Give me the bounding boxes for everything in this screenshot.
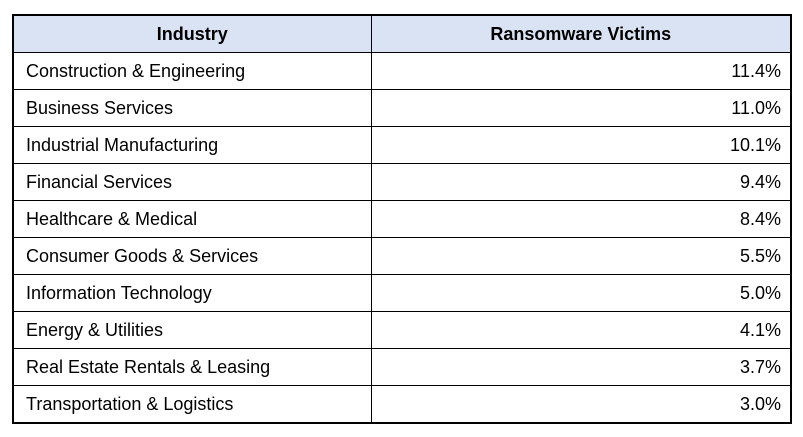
table-row: Transportation & Logistics 3.0%	[12, 385, 792, 424]
victims-percentage-cell: 3.0%	[370, 385, 792, 424]
victims-percentage-cell: 5.0%	[370, 274, 792, 312]
table-row: Financial Services 9.4%	[12, 163, 792, 201]
table-row: Industrial Manufacturing 10.1%	[12, 126, 792, 164]
industry-cell: Real Estate Rentals & Leasing	[12, 348, 372, 386]
table-row: Business Services 11.0%	[12, 89, 792, 127]
victims-percentage-cell: 8.4%	[370, 200, 792, 238]
industry-cell: Healthcare & Medical	[12, 200, 372, 238]
table-header: Industry Ransomware Victims	[12, 14, 792, 53]
industry-cell: Consumer Goods & Services	[12, 237, 372, 275]
ransomware-victims-table: Industry Ransomware Victims Construction…	[12, 14, 792, 424]
table-row: Real Estate Rentals & Leasing 3.7%	[12, 348, 792, 386]
victims-percentage-cell: 10.1%	[370, 126, 792, 164]
header-row: Industry Ransomware Victims	[12, 14, 792, 53]
table-row: Healthcare & Medical 8.4%	[12, 200, 792, 238]
industry-cell: Industrial Manufacturing	[12, 126, 372, 164]
victims-percentage-cell: 3.7%	[370, 348, 792, 386]
industry-cell: Business Services	[12, 89, 372, 127]
victims-percentage-cell: 4.1%	[370, 311, 792, 349]
victims-percentage-cell: 11.4%	[370, 52, 792, 90]
table-row: Consumer Goods & Services 5.5%	[12, 237, 792, 275]
table-body: Construction & Engineering 11.4% Business …	[12, 52, 792, 424]
victims-percentage-cell: 9.4%	[370, 163, 792, 201]
table-row: Energy & Utilities 4.1%	[12, 311, 792, 349]
industry-cell: Transportation & Logistics	[12, 385, 372, 424]
victims-percentage-cell: 5.5%	[370, 237, 792, 275]
victims-percentage-cell: 11.0%	[370, 89, 792, 127]
ransomware-victims-column-header: Ransomware Victims	[370, 14, 792, 53]
table-row: Information Technology 5.0%	[12, 274, 792, 312]
industry-cell: Energy & Utilities	[12, 311, 372, 349]
industry-cell: Construction & Engineering	[12, 52, 372, 90]
industry-column-header: Industry	[12, 14, 372, 53]
industry-cell: Information Technology	[12, 274, 372, 312]
industry-cell: Financial Services	[12, 163, 372, 201]
table-row: Construction & Engineering 11.4%	[12, 52, 792, 90]
